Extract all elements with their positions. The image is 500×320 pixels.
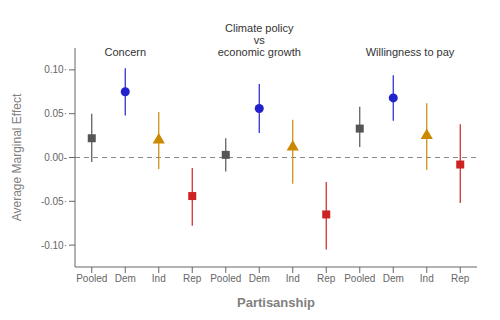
svg-text:Pooled: Pooled: [344, 273, 375, 284]
svg-text:Ind: Ind: [420, 273, 434, 284]
svg-text:Pooled: Pooled: [76, 273, 107, 284]
svg-text:Rep: Rep: [451, 273, 470, 284]
svg-text:Rep: Rep: [183, 273, 202, 284]
svg-text:Dem: Dem: [383, 273, 404, 284]
svg-text:Climate policyvseconomic growt: Climate policyvseconomic growth: [218, 22, 301, 58]
svg-text:0.00-: 0.00-: [44, 152, 67, 163]
svg-text:Rep: Rep: [317, 273, 336, 284]
svg-text:Dem: Dem: [249, 273, 270, 284]
svg-text:0.10·: 0.10·: [44, 64, 67, 75]
svg-text:-0.10·: -0.10·: [41, 240, 67, 251]
svg-text:Willingness to pay: Willingness to pay: [366, 46, 455, 58]
svg-text:Average Marginal Effect: Average Marginal Effect: [10, 93, 24, 221]
svg-text:Partisanship: Partisanship: [237, 295, 315, 310]
svg-text:Ind: Ind: [152, 273, 166, 284]
svg-text:Dem: Dem: [115, 273, 136, 284]
svg-text:0.05·: 0.05·: [44, 108, 67, 119]
svg-text:Ind: Ind: [286, 273, 300, 284]
svg-text:-0.05·: -0.05·: [41, 196, 67, 207]
svg-text:Concern: Concern: [104, 46, 146, 58]
svg-text:Pooled: Pooled: [210, 273, 241, 284]
